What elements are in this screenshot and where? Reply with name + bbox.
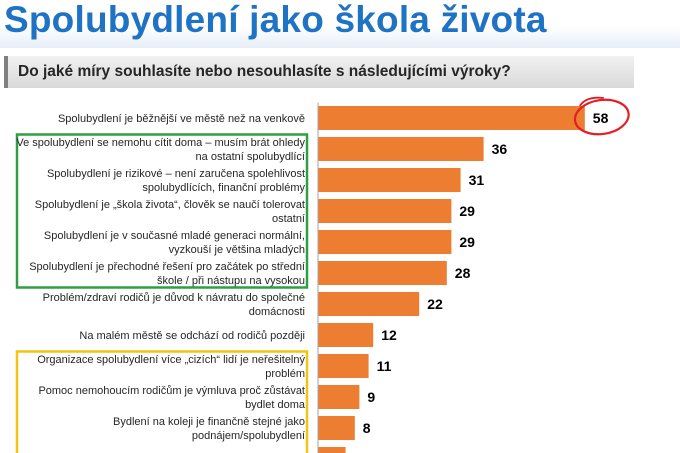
value-label-2: 36: [492, 141, 508, 157]
value-label-3: 31: [469, 172, 485, 188]
value-label-4: 29: [459, 203, 475, 219]
bar-1: [318, 106, 585, 130]
category-label-line: Spolubydlení je přechodné řešení pro zač…: [29, 261, 305, 273]
category-label-line: Spolubydlení je běžnější ve městě než na…: [58, 113, 305, 125]
category-label-line: na ostatní spolubydlící: [196, 151, 305, 163]
category-label-line: Pomoc nemohoucím rodičům je výmluva proč…: [38, 385, 305, 397]
category-label-line: domácnosti: [249, 306, 305, 318]
category-label-line: ostatní: [272, 213, 305, 225]
category-labels: Spolubydlení je běžnější ve městě než na…: [16, 113, 305, 442]
value-label-5: 29: [459, 234, 475, 250]
category-label-7: Problém/zdraví rodičů je důvod k návratu…: [43, 292, 305, 318]
slide-title: Spolubydlení jako škola života: [4, 0, 547, 40]
highlight-layer: [15, 133, 309, 453]
bar-3: [318, 168, 461, 192]
category-label-line: Na malém městě se odchází od rodičů pozd…: [79, 330, 305, 342]
value-label-11: 8: [363, 420, 371, 436]
highlight-box-2: [15, 133, 309, 289]
category-label-3: Spolubydlení je rizikové – není zaručena…: [47, 168, 306, 194]
category-label-5: Spolubydlení je v současné mladé generac…: [44, 230, 305, 256]
bar-6: [318, 261, 447, 285]
highlight-box-3: [15, 350, 309, 453]
category-label-line: Ve spolubydlení se nemohu cítit doma – m…: [16, 137, 305, 149]
category-label-line: spolubydlících, finanční problémy: [142, 182, 305, 194]
category-label-line: Spolubydlení je „škola života“, člověk s…: [35, 199, 305, 211]
category-label-10: Pomoc nemohoucím rodičům je výmluva proč…: [38, 385, 305, 411]
value-label-7: 22: [427, 296, 443, 312]
category-label-9: Organizace spolubydlení více „cizích“ li…: [37, 354, 305, 380]
highlight-circle-stroke: [579, 96, 604, 107]
value-label-10: 9: [367, 389, 375, 405]
category-label-line: problém: [265, 368, 305, 380]
highlight-circle: [573, 98, 630, 136]
category-label-line: škole / při nástupu na vysokou: [157, 275, 305, 287]
bar-5: [318, 230, 452, 254]
circle-layer: [573, 96, 630, 136]
category-label-line: bydlet doma: [245, 399, 306, 411]
bar-10: [318, 385, 360, 409]
category-label-8: Na malém městě se odchází od rodičů pozd…: [79, 330, 305, 342]
category-label-line: Bydlení na koleji je finančně stejné jak…: [113, 416, 305, 428]
category-label-line: vyzkouší je většina mladých: [169, 244, 305, 256]
value-label-8: 12: [381, 327, 397, 343]
bar-2: [318, 137, 484, 161]
bar-11: [318, 416, 355, 440]
category-label-6: Spolubydlení je přechodné řešení pro zač…: [29, 261, 305, 287]
value-label-1: 58: [593, 110, 609, 126]
category-label-line: Problém/zdraví rodičů je důvod k návratu…: [43, 292, 305, 304]
category-label-line: Spolubydlení je v současné mladé generac…: [44, 230, 305, 242]
question-text: Do jaké míry souhlasíte nebo nesouhlasít…: [18, 63, 511, 80]
category-label-1: Spolubydlení je běžnější ve městě než na…: [58, 113, 305, 125]
category-label-line: Organizace spolubydlení více „cizích“ li…: [37, 354, 305, 366]
bar-partial-cutoff: [318, 447, 346, 453]
title-band: Spolubydlení jako škola života: [0, 0, 680, 48]
value-labels: 58 36 31 29 29 28 22 12 119 8: [363, 110, 609, 436]
category-label-2: Ve spolubydlení se nemohu cítit doma – m…: [16, 137, 305, 163]
category-label-line: Spolubydlení je rizikové – není zaručena…: [47, 168, 305, 180]
bar-9: [318, 354, 369, 378]
category-label-4: Spolubydlení je „škola života“, člověk s…: [35, 199, 305, 225]
bar-8: [318, 323, 374, 347]
bar-4: [318, 199, 452, 223]
question-box: Do jaké míry souhlasíte nebo nesouhlasít…: [4, 56, 634, 88]
bars: [318, 106, 585, 453]
value-label-6: 28: [455, 265, 471, 281]
value-label-9: 11: [377, 358, 392, 374]
bar-7: [318, 292, 420, 316]
category-label-11: Bydlení na koleji je finančně stejné jak…: [113, 416, 305, 442]
category-label-line: podnájem/spolubydlení: [192, 430, 305, 442]
